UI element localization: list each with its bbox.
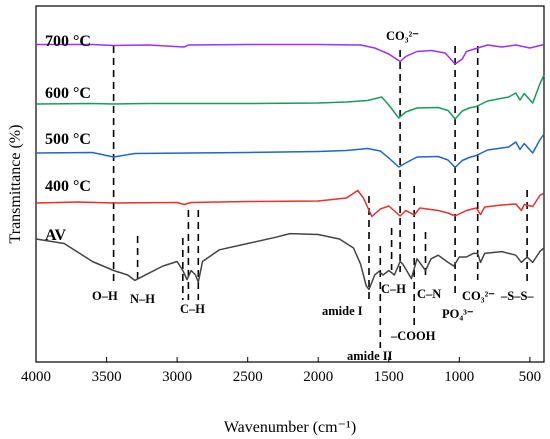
y-axis-title: Transmittance (%) [7, 125, 24, 244]
series-label-700: 700 °C [45, 33, 91, 50]
x-tick-label-4: 2000 [303, 369, 333, 385]
x-tick-label-0: 4000 [21, 369, 51, 385]
series-line-2 [35, 133, 545, 169]
annotation-cn: C–N [417, 287, 441, 301]
series-label-400: 400 °C [45, 178, 91, 195]
x-tick-label-2: 3000 [162, 369, 192, 385]
series-line-1 [35, 74, 545, 120]
series-label-av: AV [45, 227, 66, 244]
annotation-cooh: –COOH [390, 329, 436, 343]
annotation-ch-2920: C–H [180, 302, 205, 316]
series-line-4 [35, 232, 545, 291]
x-tick-label-6: 1000 [444, 369, 474, 385]
x-tick-label-7: 500 [519, 369, 542, 385]
annotation-oh: O–H [92, 289, 118, 303]
series-line-0 [36, 43, 545, 65]
series-label-500: 500 °C [45, 131, 91, 148]
series-line-3 [35, 189, 545, 218]
annotation-nh: N–H [130, 292, 155, 306]
series-lines [35, 43, 545, 291]
annotation-co3-870: CO₃²⁻ [462, 289, 495, 303]
annotation-co3-1420: CO₃²⁻ [386, 29, 419, 43]
annotation-amide-i: amide I [322, 304, 363, 318]
x-tick-label-5: 1500 [374, 369, 404, 385]
series-label-600: 600 °C [45, 85, 91, 102]
x-tick-label-3: 2500 [233, 369, 263, 385]
annotation-amide-ii: amide II [347, 349, 393, 363]
annotation-ch-1460: C–H [381, 282, 406, 296]
x-axis-title: Wavenumber (cm⁻¹) [224, 419, 356, 436]
plot-frame [35, 5, 545, 363]
x-tick-label-1: 3500 [92, 369, 122, 385]
annotation-ss: –S–S– [500, 289, 534, 303]
annotation-po4: PO₄³⁻ [442, 307, 474, 321]
x-axis-ticks: 4000 3500 3000 2500 2000 1500 1000 500 [21, 357, 541, 385]
